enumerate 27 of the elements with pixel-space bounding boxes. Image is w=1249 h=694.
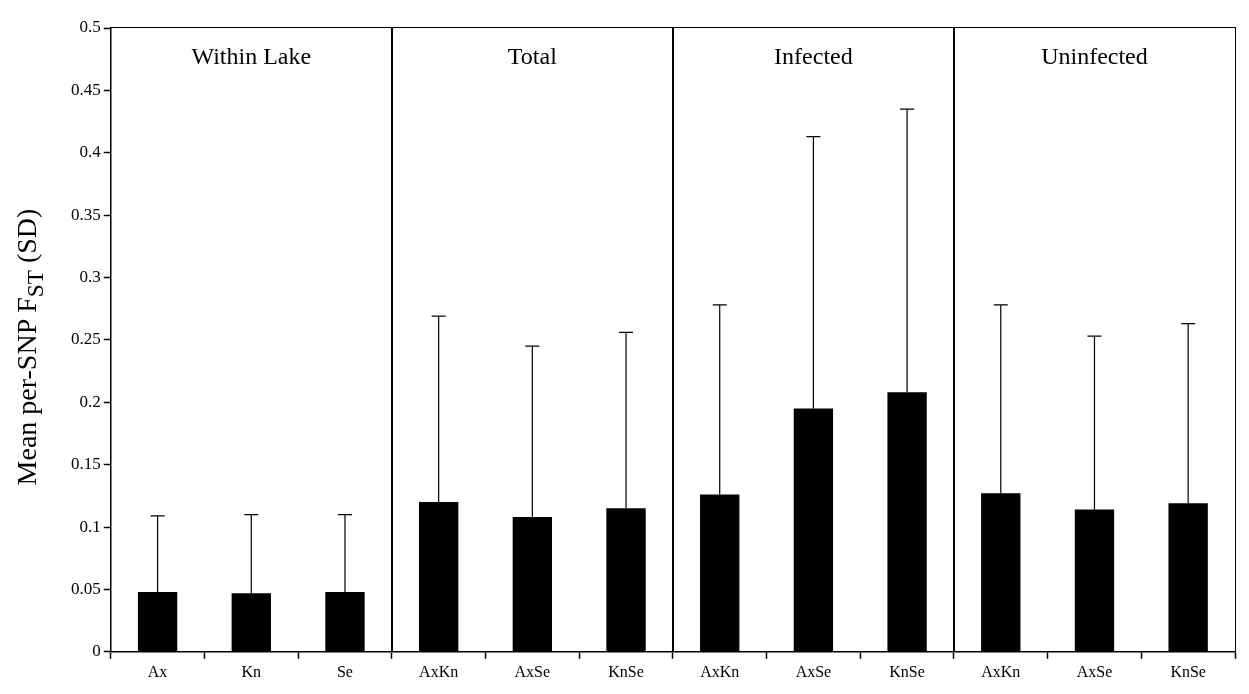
y-tick-label: 0.15	[71, 454, 101, 474]
x-tick-label: KnSe	[889, 662, 925, 680]
x-tick-label: KnSe	[608, 662, 644, 680]
y-tick-label: 0.2	[79, 391, 101, 411]
annotation: Within Lake	[191, 43, 312, 70]
x-tick-label: KnSe	[1170, 662, 1206, 680]
annotation: Uninfected	[1041, 43, 1148, 70]
y-tick-label: 0.4	[79, 142, 102, 162]
y-tick-label: 0.3	[79, 266, 101, 286]
y-tick-label: 0.1	[79, 516, 101, 536]
x-tick-label: AxKn	[700, 662, 740, 680]
x-tick-label: AxSe	[514, 662, 551, 680]
x-tick-label: AxKn	[419, 662, 459, 680]
annotation: Infected	[774, 43, 853, 70]
annotation: Total	[507, 43, 558, 70]
y-tick-label: 0.05	[71, 578, 101, 598]
x-tick-label: AxSe	[1076, 662, 1113, 680]
x-tick-label: AxSe	[795, 662, 832, 680]
y-tick-label: 0.25	[71, 329, 101, 349]
y-tick-label: 0.45	[71, 79, 101, 99]
x-tick-label: Se	[336, 662, 353, 680]
y-tick-label: 0.5	[79, 17, 101, 37]
x-tick-label: AxKn	[981, 662, 1021, 680]
y-tick-label: 0	[92, 641, 101, 661]
x-tick-label: Ax	[147, 662, 168, 680]
x-tick-label: Kn	[241, 662, 262, 680]
y-tick-label: 0.35	[71, 204, 101, 224]
